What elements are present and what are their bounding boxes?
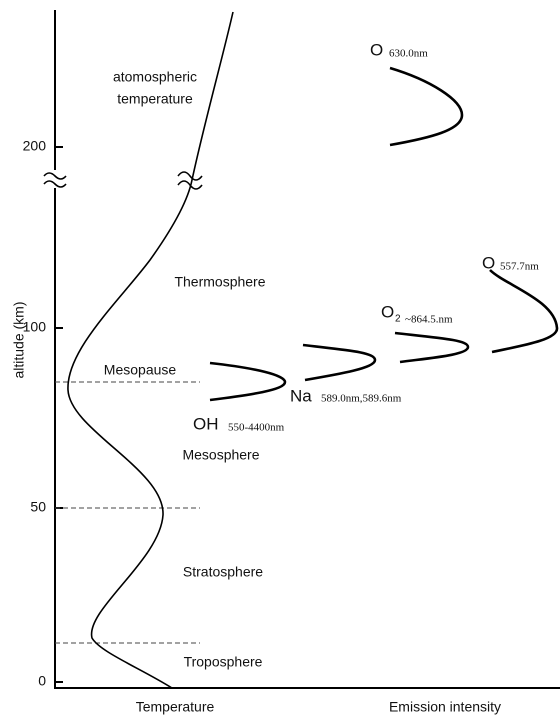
curve-label: temperature [117,91,193,107]
species: Na [290,386,312,405]
wavelength: 550-4400nm [228,422,285,434]
y-tick-label: 50 [30,499,46,515]
y-tick-label: 100 [23,319,47,335]
y-axis-label: altitude (km) [11,301,27,378]
layer-label: Thermosphere [174,274,265,290]
x-axis-label: Temperature [136,699,215,715]
wavelength: 557.7nm [500,261,539,273]
axes [54,10,560,689]
y-tick-label: 0 [38,673,46,689]
wavelength: ~864.5.nm [405,314,453,326]
species: O [482,253,495,272]
y-tick-label: 200 [23,138,47,154]
wavelength: 589.0nm,589.6nm [321,393,402,405]
layer-label: Troposphere [184,654,263,670]
x-axis-label: Emission intensity [389,699,501,715]
layer-label: Mesosphere [182,447,259,463]
wavelength: 630.0nm [389,48,428,60]
curve-label: atomospheric [113,69,197,85]
emission-profile [394,331,470,364]
layer-label: Stratosphere [183,564,263,580]
species: OH [193,414,219,433]
layer-label: Mesopause [104,362,177,378]
axis-break [43,172,67,188]
species: O [370,40,383,59]
curve-break [177,171,203,190]
temperature-curve [67,11,234,689]
emission-profile [209,361,287,402]
emission-profile [302,343,377,382]
subscript: 2 [395,314,401,325]
emission-profile [489,269,559,354]
emission-profile [389,66,464,147]
species: O [381,302,394,321]
